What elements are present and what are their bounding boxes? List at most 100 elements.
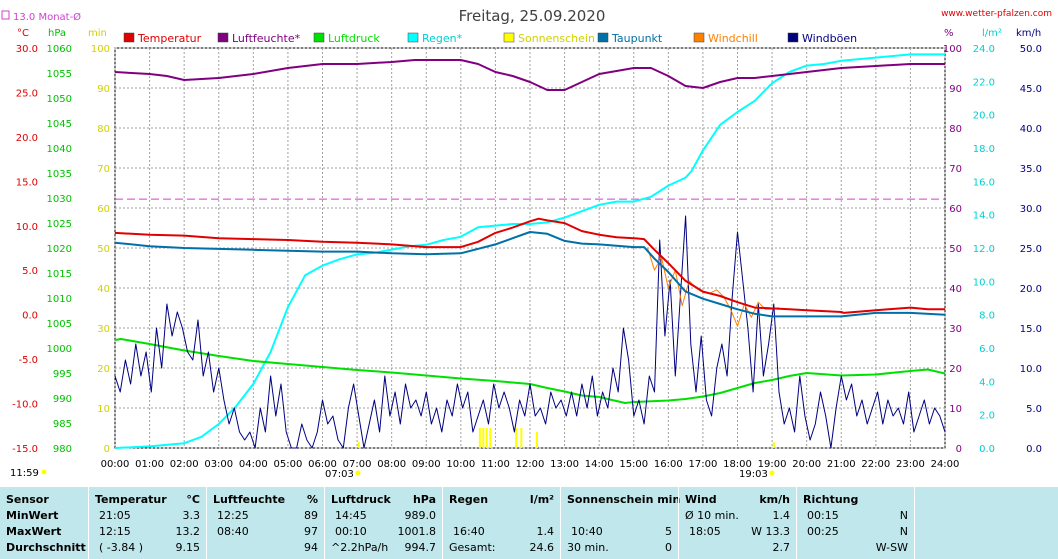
wind-min: 1.4 — [772, 509, 791, 522]
x-tick-label: 18:00 — [723, 459, 752, 470]
humidity-unit-label: % — [306, 493, 318, 506]
rain-max: 1.4 — [536, 525, 555, 538]
pressure-tick-label: 1015 — [47, 269, 72, 280]
temperature-series-line — [114, 217, 945, 314]
rain-tick-label: 12.0 — [973, 244, 995, 255]
humidity-tick-label: 0 — [956, 444, 962, 455]
x-tick-label: 01:00 — [135, 459, 164, 470]
monthly-avg-icon — [1, 10, 10, 20]
humidity-title: Luftfeuchte — [213, 493, 286, 506]
statistics-table: Sensor MinWert MaxWert Durchschnitt Temp… — [0, 487, 1058, 559]
wind-avg-window-label: Ø 10 min. — [685, 509, 739, 522]
stats-col-humidity: Luftfeuchte % 12:25 89 08:40 97 94 — [206, 487, 324, 559]
sunshine-tick-label: 60 — [97, 204, 110, 215]
humidity-tick-label: 80 — [949, 124, 962, 135]
pressure-tick-label: 990 — [53, 394, 72, 405]
legend-label-windchill: Windchill — [708, 32, 758, 45]
sunshine-tick-label: 100 — [91, 44, 110, 55]
direction-max-time: 00:25 — [807, 525, 839, 538]
direction-min-time: 00:15 — [807, 509, 839, 522]
humidity-unit: % — [944, 28, 954, 39]
sun-start-time: 11:59 — [10, 468, 39, 479]
humidity-series-line — [114, 59, 945, 91]
humidity-tick-label: 10 — [949, 404, 962, 415]
x-tick-label: 21:00 — [827, 459, 856, 470]
x-tick-label: 15:00 — [619, 459, 648, 470]
wind-tick-label: 30.0 — [1020, 204, 1042, 215]
rain-total: 24.6 — [529, 541, 555, 554]
gusts-series-line — [114, 215, 946, 449]
axis-units: °C hPa min % l/m² km/h — [17, 28, 1041, 39]
axes-layer: 00:00 01:00 02:00 03:00 04:00 05:00 06:00 07:00… — [12, 44, 1042, 470]
temperature-tick-label: -15.0 — [12, 444, 38, 455]
x-tick-label: 10:00 — [446, 459, 475, 470]
sunshine-tick-label: 30 — [97, 324, 110, 335]
pressure-max: 1001.8 — [397, 525, 437, 538]
sunshine-tick-label: 10 — [97, 404, 110, 415]
legend-label-gusts: Windböen — [802, 32, 857, 45]
plot-area — [114, 47, 946, 449]
legend-swatch-gusts — [787, 32, 799, 43]
humidity-tick-label: 20 — [949, 364, 962, 375]
legend-label-temperature: Temperatur — [137, 32, 202, 45]
wind-tick-label: 15.0 — [1020, 324, 1042, 335]
temperature-tick-label: 30.0 — [16, 44, 38, 55]
wind-tick-label: 20.0 — [1020, 284, 1042, 295]
humidity-max: 97 — [304, 525, 318, 538]
humidity-tick-label: 50 — [949, 244, 962, 255]
legend-label-rain: Regen* — [422, 32, 463, 45]
pressure-trend: ^2.2hPa/h — [331, 541, 389, 554]
sunshine-tick-label: 40 — [97, 284, 110, 295]
pressure-tick-label: 1005 — [47, 319, 72, 330]
sunset-icon — [769, 470, 775, 476]
legend-swatch-pressure — [313, 32, 325, 43]
sunset-time: 19:03 — [739, 469, 768, 480]
pressure-min-time: 14:45 — [335, 509, 367, 522]
legend-label-sunshine: Sonnenschein — [518, 32, 595, 45]
direction-title: Richtung — [803, 493, 859, 506]
sunshine-tick-label: 50 — [97, 244, 110, 255]
stats-col-temperature: Temperatur °C 21:05 3.3 12:15 13.2 ( -3.… — [88, 487, 206, 559]
humidity-max-time: 08:40 — [217, 525, 249, 538]
x-tick-label: 23:00 — [896, 459, 925, 470]
site-link[interactable]: www.wetter-pfalzen.com — [941, 9, 1052, 19]
temperature-tick-label: 0.0 — [22, 311, 38, 322]
sun-times: 11:59 07:03 19:03 — [10, 468, 775, 480]
rain-series-line — [114, 53, 945, 449]
x-tick-label: 19:00 — [758, 459, 787, 470]
chart-title: Freitag, 25.09.2020 — [459, 7, 606, 25]
pressure-unit-label: hPa — [412, 493, 436, 506]
wind-max-time: 18:05 — [689, 525, 721, 538]
stats-col-direction: Richtung 00:15 N 00:25 N W-SW — [796, 487, 914, 559]
x-tick-label: 02:00 — [170, 459, 199, 470]
wind-tick-label: 5.0 — [1026, 404, 1042, 415]
legend-label-humidity: Luftfeuchte* — [232, 32, 301, 45]
rain-tick-label: 16.0 — [973, 177, 995, 188]
legend-label-pressure: Luftdruck — [328, 32, 380, 45]
x-tick-label: 12:00 — [516, 459, 545, 470]
humidity-tick-label: 40 — [949, 284, 962, 295]
direction-avg: W-SW — [875, 541, 908, 554]
sunshine-tick-label: 20 — [97, 364, 110, 375]
x-tick-label: 22:00 — [861, 459, 890, 470]
x-tick-label: 13:00 — [550, 459, 579, 470]
rain-tick-label: 0.0 — [979, 444, 995, 455]
sunshine-tick-label: 90 — [97, 84, 110, 95]
pressure-tick-label: 1010 — [47, 294, 72, 305]
rain-tick-label: 22.0 — [973, 77, 995, 88]
temperature-min: 3.3 — [182, 509, 201, 522]
rain-tick-label: 10.0 — [973, 277, 995, 288]
legend-swatch-rain — [407, 32, 419, 43]
direction-min: N — [899, 509, 908, 522]
sunshine-avg: 0 — [665, 541, 672, 554]
x-tick-label: 03:00 — [204, 459, 233, 470]
temperature-avg: 9.15 — [175, 541, 201, 554]
pressure-tick-label: 1030 — [47, 194, 72, 205]
rain-unit-label: l/m² — [529, 493, 554, 506]
direction-max: N — [899, 525, 908, 538]
humidity-tick-label: 90 — [949, 84, 962, 95]
x-tick-label: 09:00 — [412, 459, 441, 470]
temperature-avg-extra: ( -3.84 ) — [99, 541, 144, 554]
x-tick-label: 14:00 — [585, 459, 614, 470]
legend-swatch-sunshine — [503, 32, 515, 43]
